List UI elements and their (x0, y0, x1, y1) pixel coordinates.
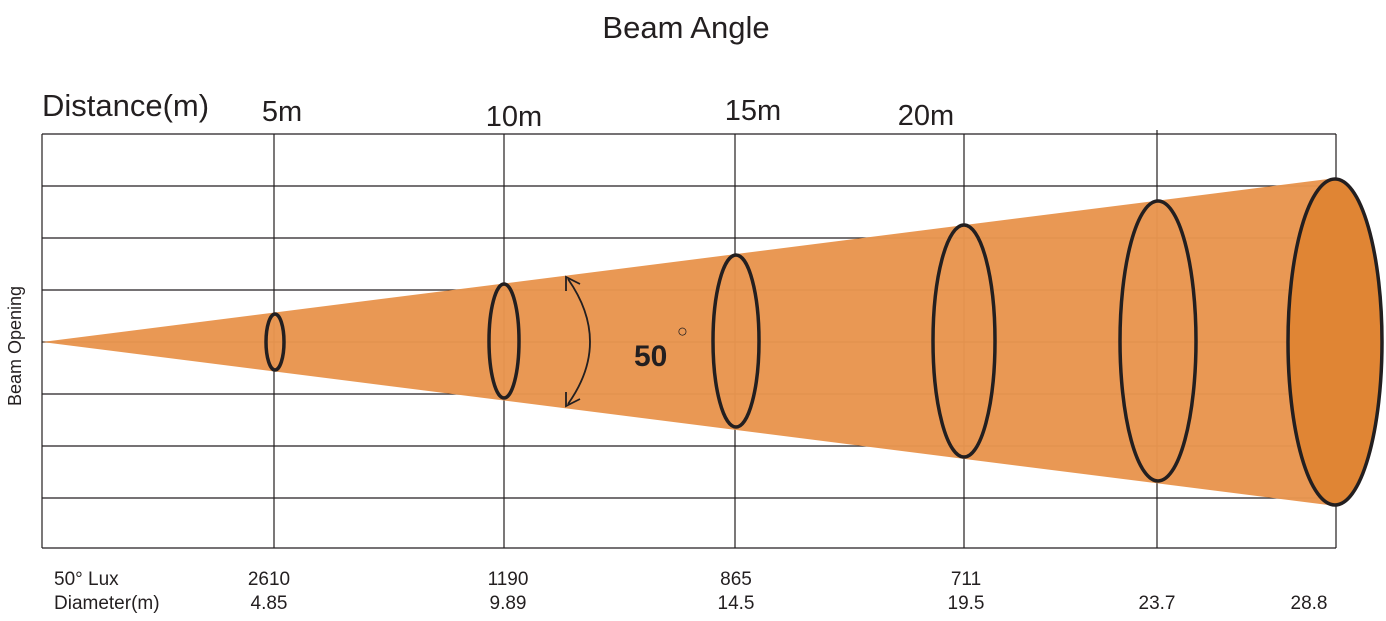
diagram-title: Beam Angle (602, 10, 769, 45)
lux-value: 1190 (488, 569, 529, 590)
distance-label-20m: 20m (898, 100, 954, 132)
diameter-value: 19.5 (948, 593, 985, 614)
diameter-value: 28.8 (1291, 593, 1328, 614)
lux-value: 865 (720, 569, 752, 590)
beam-angle-value: 50 (634, 340, 667, 373)
distance-header: Distance(m) (42, 88, 209, 123)
beam-cross-sections (264, 199, 1198, 483)
beam-section-20m (931, 223, 997, 459)
degree-symbol: ○ (677, 321, 688, 341)
lux-value: 711 (951, 569, 981, 590)
beam-section-5m (264, 312, 286, 372)
distance-label-5m: 5m (262, 96, 302, 128)
beam-section-15m (711, 253, 761, 429)
beam-section-25m (1118, 199, 1198, 483)
diameter-row-label: Diameter(m) (54, 593, 160, 614)
distance-label-15m: 15m (725, 95, 781, 127)
beam-cone (42, 178, 1336, 506)
y-axis-label: Beam Opening (5, 286, 25, 406)
diameter-value: 4.85 (251, 593, 288, 614)
beam-section-30m (1286, 177, 1384, 507)
diameter-value: 9.89 (490, 593, 527, 614)
lux-value: 2610 (248, 569, 290, 590)
lux-row-label: 50° Lux (54, 569, 119, 590)
angle-arc-indicator (565, 275, 591, 408)
diameter-value: 23.7 (1139, 593, 1176, 614)
beam-section-10m (487, 282, 521, 400)
diameter-value: 14.5 (718, 593, 755, 614)
distance-label-10m: 10m (486, 101, 542, 133)
